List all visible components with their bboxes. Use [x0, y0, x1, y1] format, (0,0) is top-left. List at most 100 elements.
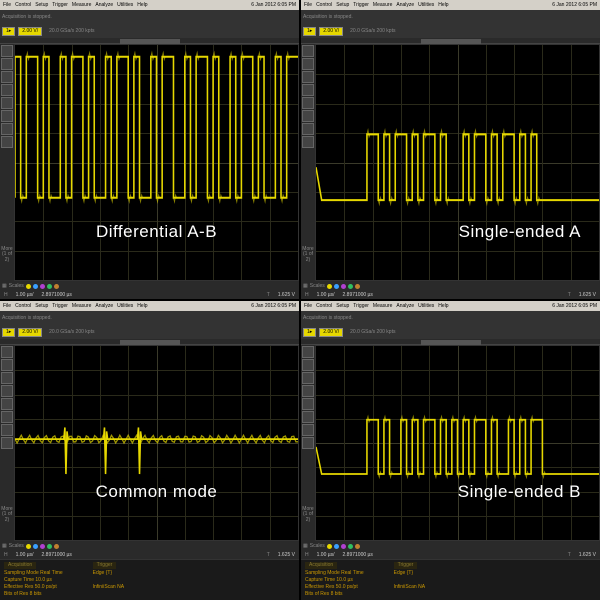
- tool-button[interactable]: [1, 123, 13, 135]
- more-label[interactable]: More(1 of 2): [1, 247, 13, 264]
- tool-button[interactable]: [1, 97, 13, 109]
- channel-dot[interactable]: [26, 544, 31, 549]
- menu-analyze[interactable]: Analyze: [95, 303, 113, 309]
- channel-dot[interactable]: [54, 284, 59, 289]
- more-label[interactable]: More(1 of 2): [302, 247, 314, 264]
- menu-help[interactable]: Help: [438, 2, 448, 8]
- channel-dot[interactable]: [54, 544, 59, 549]
- tool-button[interactable]: [302, 398, 314, 410]
- tool-button[interactable]: [1, 411, 13, 423]
- menu-utilities[interactable]: Utilities: [117, 303, 133, 309]
- tool-button[interactable]: [1, 58, 13, 70]
- tool-button[interactable]: [302, 385, 314, 397]
- menu-analyze[interactable]: Analyze: [396, 303, 414, 309]
- channel-dot[interactable]: [355, 544, 360, 549]
- menu-trigger[interactable]: Trigger: [353, 303, 369, 309]
- menu-help[interactable]: Help: [137, 2, 147, 8]
- menu-trigger[interactable]: Trigger: [353, 2, 369, 8]
- menu-control[interactable]: Control: [15, 303, 31, 309]
- channel-scale[interactable]: 2.00 V/: [18, 328, 42, 337]
- menu-control[interactable]: Control: [15, 2, 31, 8]
- tool-button[interactable]: [302, 110, 314, 122]
- menu-measure[interactable]: Measure: [373, 2, 392, 8]
- scales-icon[interactable]: ▦: [303, 283, 308, 289]
- tool-button[interactable]: [1, 45, 13, 57]
- menu-analyze[interactable]: Analyze: [95, 2, 113, 8]
- tool-button[interactable]: [302, 372, 314, 384]
- menu-file[interactable]: File: [304, 2, 312, 8]
- menu-utilities[interactable]: Utilities: [418, 303, 434, 309]
- channel-badge[interactable]: 1▸: [303, 27, 316, 36]
- more-label[interactable]: More(1 of 2): [302, 507, 314, 524]
- channel-dot[interactable]: [327, 284, 332, 289]
- channel-dot[interactable]: [327, 544, 332, 549]
- menu-setup[interactable]: Setup: [336, 2, 349, 8]
- tool-button[interactable]: [1, 71, 13, 83]
- tool-button[interactable]: [1, 84, 13, 96]
- channel-dot[interactable]: [33, 544, 38, 549]
- channel-dot[interactable]: [47, 284, 52, 289]
- menu-trigger[interactable]: Trigger: [52, 303, 68, 309]
- waveform-display[interactable]: Differential A-B: [14, 44, 299, 281]
- tool-button[interactable]: [1, 424, 13, 436]
- menu-file[interactable]: File: [3, 2, 11, 8]
- menu-control[interactable]: Control: [316, 2, 332, 8]
- channel-scale[interactable]: 2.00 V/: [319, 328, 343, 337]
- menu-utilities[interactable]: Utilities: [418, 2, 434, 8]
- tool-button[interactable]: [302, 359, 314, 371]
- waveform-display[interactable]: Single-ended A: [315, 44, 600, 281]
- scales-icon[interactable]: ▦: [303, 543, 308, 549]
- channel-dot[interactable]: [355, 284, 360, 289]
- channel-badge[interactable]: 1▸: [2, 27, 15, 36]
- channel-dot[interactable]: [348, 284, 353, 289]
- channel-dot[interactable]: [348, 544, 353, 549]
- menu-setup[interactable]: Setup: [336, 303, 349, 309]
- tool-button[interactable]: [302, 411, 314, 423]
- menu-measure[interactable]: Measure: [373, 303, 392, 309]
- tool-button[interactable]: [1, 136, 13, 148]
- channel-scale[interactable]: 2.00 V/: [319, 27, 343, 36]
- waveform-display[interactable]: Single-ended B: [315, 345, 600, 541]
- channel-badge[interactable]: 1▸: [303, 328, 316, 337]
- tool-button[interactable]: [302, 58, 314, 70]
- tool-button[interactable]: [1, 110, 13, 122]
- menu-measure[interactable]: Measure: [72, 2, 91, 8]
- tool-button[interactable]: [302, 346, 314, 358]
- channel-dot[interactable]: [40, 284, 45, 289]
- tool-button[interactable]: [1, 398, 13, 410]
- menu-measure[interactable]: Measure: [72, 303, 91, 309]
- tool-button[interactable]: [302, 437, 314, 449]
- channel-dot[interactable]: [47, 544, 52, 549]
- menu-trigger[interactable]: Trigger: [52, 2, 68, 8]
- menu-utilities[interactable]: Utilities: [117, 2, 133, 8]
- channel-dot[interactable]: [334, 544, 339, 549]
- channel-dot[interactable]: [26, 284, 31, 289]
- tool-button[interactable]: [1, 385, 13, 397]
- menu-file[interactable]: File: [304, 303, 312, 309]
- tool-button[interactable]: [302, 136, 314, 148]
- menu-file[interactable]: File: [3, 303, 11, 309]
- channel-dot[interactable]: [341, 544, 346, 549]
- channel-dot[interactable]: [33, 284, 38, 289]
- scales-icon[interactable]: ▦: [2, 283, 7, 289]
- more-label[interactable]: More(1 of 2): [1, 507, 13, 524]
- tool-button[interactable]: [1, 372, 13, 384]
- menu-help[interactable]: Help: [438, 303, 448, 309]
- tool-button[interactable]: [302, 424, 314, 436]
- channel-badge[interactable]: 1▸: [2, 328, 15, 337]
- menu-help[interactable]: Help: [137, 303, 147, 309]
- tool-button[interactable]: [1, 359, 13, 371]
- menu-analyze[interactable]: Analyze: [396, 2, 414, 8]
- tool-button[interactable]: [302, 97, 314, 109]
- channel-scale[interactable]: 2.00 V/: [18, 27, 42, 36]
- menu-control[interactable]: Control: [316, 303, 332, 309]
- channel-dot[interactable]: [341, 284, 346, 289]
- menu-setup[interactable]: Setup: [35, 303, 48, 309]
- tool-button[interactable]: [302, 84, 314, 96]
- tool-button[interactable]: [302, 71, 314, 83]
- tool-button[interactable]: [1, 346, 13, 358]
- channel-dot[interactable]: [334, 284, 339, 289]
- tool-button[interactable]: [1, 437, 13, 449]
- channel-dot[interactable]: [40, 544, 45, 549]
- waveform-display[interactable]: Common mode: [14, 345, 299, 541]
